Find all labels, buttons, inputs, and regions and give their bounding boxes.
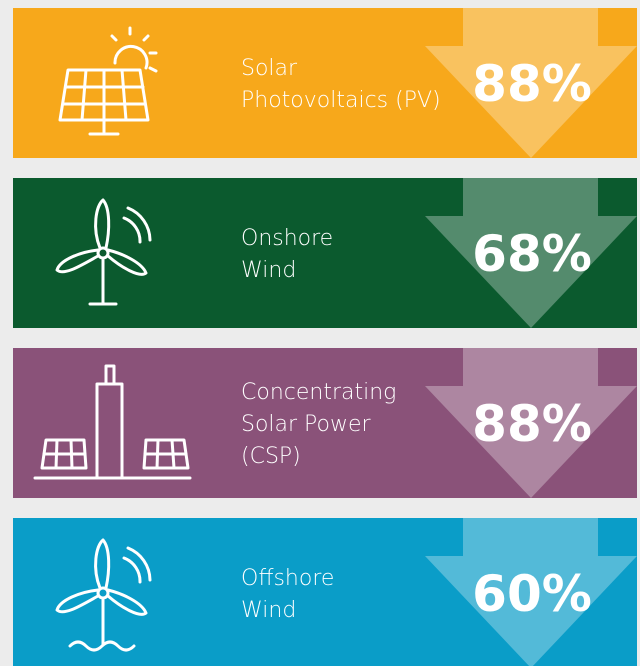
value: 60%	[472, 565, 592, 623]
icon-part	[80, 68, 88, 122]
label: Concentrating	[241, 380, 396, 405]
panel: Offshore Wind 60%	[13, 518, 637, 666]
icon-part	[148, 66, 158, 73]
icon-part	[106, 248, 148, 276]
icon-part	[104, 364, 116, 386]
icon-part	[113, 44, 149, 70]
icon-part	[69, 438, 74, 470]
icon-part	[120, 68, 128, 122]
icon-part	[55, 248, 100, 274]
arrow	[425, 178, 637, 328]
icon	[55, 538, 152, 652]
panel: Concentrating Solar Power (CSP) 88%	[13, 348, 637, 498]
icon-part	[126, 206, 152, 242]
label: (CSP)	[241, 444, 301, 469]
panel-bg	[13, 348, 637, 498]
icon-part	[96, 586, 110, 600]
icon	[55, 198, 152, 306]
icon-part	[170, 438, 176, 470]
icon	[58, 26, 158, 136]
icon-part	[122, 216, 142, 244]
panel: Solar Photovoltaics (PV) 88%	[13, 8, 637, 158]
label: Solar Power	[241, 412, 372, 437]
label: Wind	[241, 598, 296, 623]
value: 88%	[472, 55, 592, 113]
icon-part	[68, 640, 136, 652]
value: 88%	[472, 395, 592, 453]
icon	[33, 364, 192, 480]
icon-part	[126, 546, 152, 582]
icon-part	[55, 588, 100, 614]
arrow	[425, 348, 637, 498]
value: 68%	[472, 225, 592, 283]
icon-part	[110, 34, 118, 42]
icon-part	[94, 538, 111, 590]
icon-part	[94, 198, 111, 250]
icon-part	[106, 588, 148, 616]
label: Solar	[241, 56, 298, 81]
label: Photovoltaics (PV)	[241, 88, 441, 113]
icon-part	[142, 34, 150, 42]
icon-part	[96, 246, 110, 260]
panel: Onshore Wind 68%	[13, 178, 637, 328]
arrow	[425, 8, 637, 158]
label: Offshore	[241, 566, 334, 591]
label: Onshore	[241, 226, 333, 251]
label: Wind	[241, 258, 296, 283]
arrow	[425, 518, 637, 666]
icon-part	[122, 556, 142, 584]
icon-part	[155, 438, 160, 470]
icon-part	[54, 438, 59, 470]
